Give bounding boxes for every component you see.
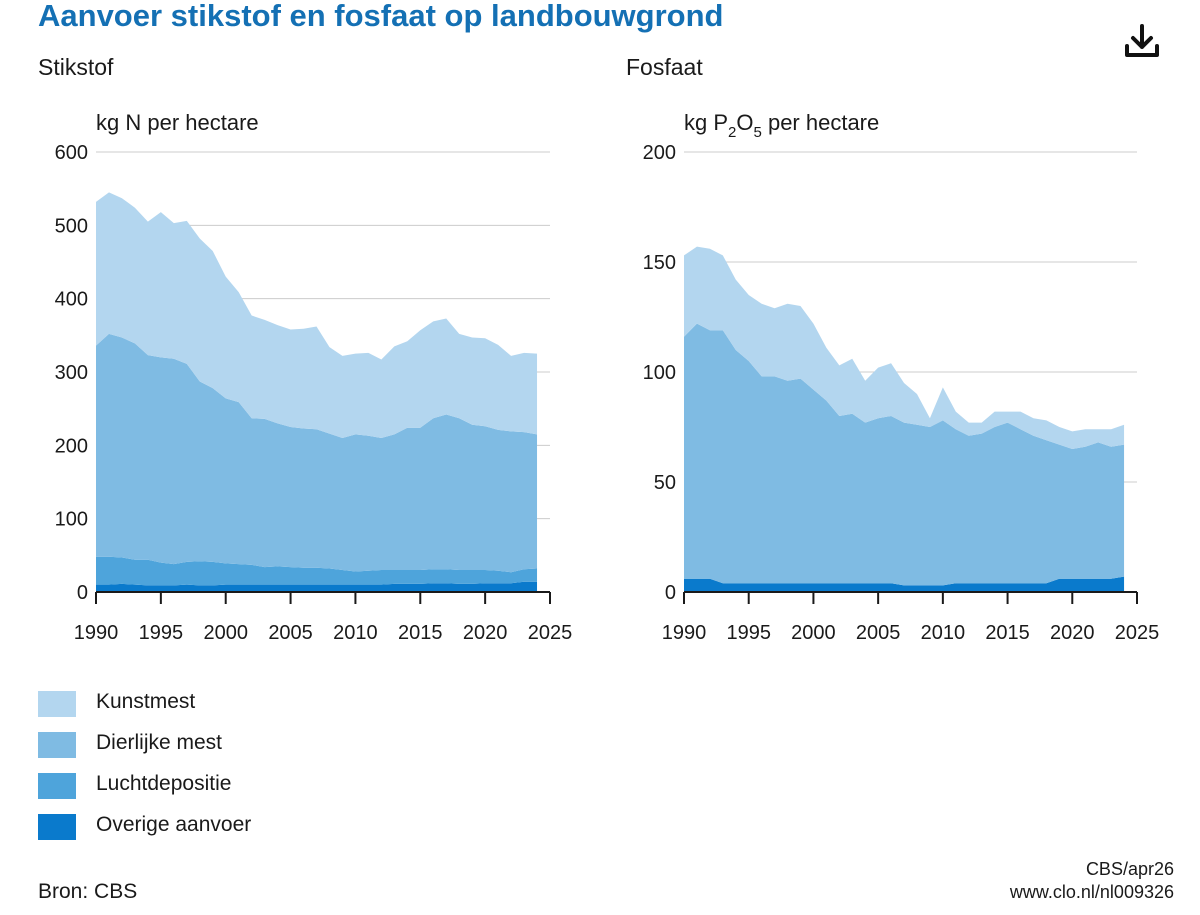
- stikstof-x-tick-2020: 2020: [463, 622, 508, 644]
- stikstof-y-tick-600: 600: [55, 142, 88, 164]
- legend-swatch-kunstmest: [38, 691, 76, 717]
- stikstof-y-tick-200: 200: [55, 435, 88, 457]
- fosfaat-x-tick-2015: 2015: [985, 622, 1030, 644]
- fosfaat-x-tick-2000: 2000: [791, 622, 836, 644]
- credit-url: www.clo.nl/nl009326: [1009, 882, 1174, 902]
- stikstof-area-luchtdepositie: [96, 556, 538, 586]
- stikstof-panel-title: Stikstof: [38, 54, 114, 80]
- fosfaat-y-tick-50: 50: [654, 472, 676, 494]
- legend-swatch-luchtdepositie: [38, 773, 76, 799]
- stikstof-x-tick-2005: 2005: [268, 622, 313, 644]
- fosfaat-x-tick-1995: 1995: [726, 622, 771, 644]
- stikstof-area-kunstmest: [96, 192, 538, 438]
- fosfaat-area-kunstmest: [684, 246, 1125, 449]
- stikstof-y-tick-400: 400: [55, 289, 88, 311]
- stikstof-y-tick-0: 0: [77, 582, 88, 604]
- fosfaat-x-tick-2020: 2020: [1050, 622, 1095, 644]
- stikstof-chart: 0 100 200 300 400 500 600 1990 1995 2000 2005 2010 2…: [55, 142, 573, 644]
- stikstof-x-tick-2000: 2000: [203, 622, 248, 644]
- stikstof-unit-label: kg N per hectare: [96, 110, 259, 135]
- fosfaat-x-tick-2025: 2025: [1115, 622, 1160, 644]
- fosfaat-x-tick-2005: 2005: [856, 622, 901, 644]
- source-label: Bron: CBS: [38, 880, 138, 903]
- fosfaat-y-tick-0: 0: [665, 582, 676, 604]
- fosfaat-area-overige-aanvoer: [684, 576, 1125, 592]
- stikstof-x-tick-2025: 2025: [528, 622, 573, 644]
- fosfaat-y-tick-200: 200: [643, 142, 676, 164]
- fosfaat-y-tick-100: 100: [643, 362, 676, 384]
- chart-title: Aanvoer stikstof en fosfaat op landbouwg…: [38, 0, 724, 33]
- download-icon[interactable]: [1122, 22, 1162, 62]
- stikstof-y-tick-300: 300: [55, 362, 88, 384]
- stikstof-y-tick-100: 100: [55, 509, 88, 531]
- fosfaat-panel-title: Fosfaat: [626, 54, 703, 80]
- fosfaat-unit-label: kg P2O5 per hectare: [684, 110, 880, 141]
- legend-label-dierlijke-mest: Dierlijke mest: [96, 731, 223, 754]
- fosfaat-area-dierlijke-mest: [684, 323, 1125, 586]
- legend-swatch-dierlijke-mest: [38, 732, 76, 758]
- stikstof-x-tick-2015: 2015: [398, 622, 443, 644]
- fosfaat-x-tick-2010: 2010: [921, 622, 966, 644]
- stikstof-x-tick-1990: 1990: [74, 622, 119, 644]
- stikstof-y-tick-500: 500: [55, 215, 88, 237]
- stikstof-x-tick-2010: 2010: [333, 622, 378, 644]
- fosfaat-x-tick-1990: 1990: [662, 622, 707, 644]
- fosfaat-chart: 0 50 100 150 200 1990 1995 2000 2005 2010 2015 2020…: [643, 142, 1160, 644]
- legend-label-kunstmest: Kunstmest: [96, 690, 196, 713]
- stikstof-x-tick-1995: 1995: [139, 622, 184, 644]
- stikstof-area-overige-aanvoer: [96, 581, 538, 592]
- legend-swatch-overige-aanvoer: [38, 814, 76, 840]
- credit-block: CBS/apr26 www.clo.nl/nl009326: [1010, 858, 1174, 904]
- legend-label-overige-aanvoer: Overige aanvoer: [96, 813, 252, 836]
- credit-date: CBS/apr26: [1085, 859, 1174, 879]
- fosfaat-y-tick-150: 150: [643, 252, 676, 274]
- stikstof-area-dierlijke-mest: [96, 333, 538, 573]
- legend-label-luchtdepositie: Luchtdepositie: [96, 772, 232, 795]
